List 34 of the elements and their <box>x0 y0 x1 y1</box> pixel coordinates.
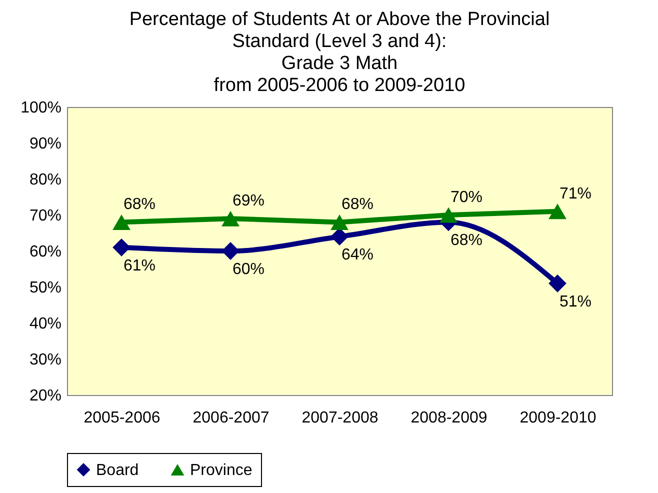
x-tick-label: 2007-2008 <box>302 410 378 426</box>
y-tick-label: 90% <box>29 136 62 152</box>
point <box>330 214 348 230</box>
data-label: 69% <box>232 192 265 210</box>
point <box>548 274 566 292</box>
point <box>548 204 566 220</box>
data-label: 64% <box>341 246 374 264</box>
point <box>222 210 240 226</box>
legend-label: Board <box>96 462 139 479</box>
x-tick-label: 2009-2010 <box>520 410 596 426</box>
legend-label: Province <box>190 462 252 479</box>
data-label: 68% <box>341 196 374 214</box>
data-label: 71% <box>559 185 592 202</box>
y-tick-label: 40% <box>29 316 62 332</box>
chart-title: Percentage of Students At or Above the Provincial Standard (Level 3 and 4): Grade 3 Math from 2005-2006 to 2009-2010 <box>129 9 550 96</box>
point <box>112 238 130 256</box>
x-tick-label: 2005-2006 <box>84 410 160 426</box>
x-tick-label: 2008-2009 <box>410 410 488 426</box>
data-label: 68% <box>450 232 483 250</box>
y-tick-label: 20% <box>29 388 62 404</box>
y-tick-label: 50% <box>29 280 62 296</box>
data-label: 60% <box>232 261 265 278</box>
y-tick-label: 70% <box>29 208 62 224</box>
data-label: 61% <box>123 257 156 274</box>
y-tick-label: 80% <box>29 172 62 188</box>
point <box>112 214 130 230</box>
x-tick-label: 2006-2007 <box>192 410 270 426</box>
data-label: 70% <box>450 189 483 206</box>
y-tick-label: 100% <box>20 100 62 116</box>
point <box>440 207 458 223</box>
data-label: 68% <box>123 196 156 214</box>
y-tick-label: 60% <box>29 244 62 260</box>
y-tick-label: 30% <box>29 352 62 368</box>
data-label: 51% <box>559 293 592 310</box>
